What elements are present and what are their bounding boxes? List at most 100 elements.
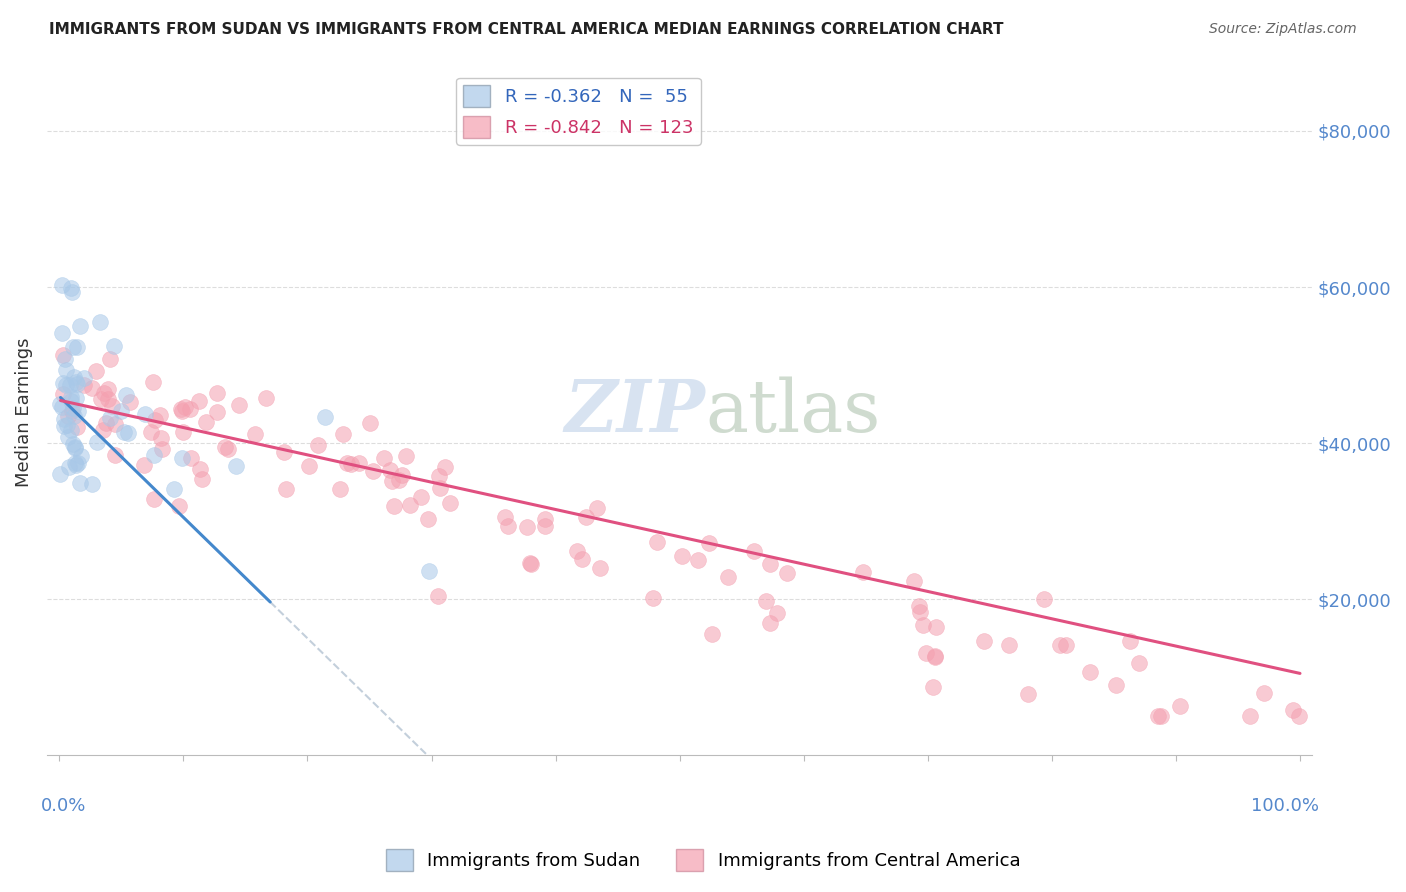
Point xyxy=(62,437,84,451)
Point xyxy=(1128,657,1150,671)
Point xyxy=(214,440,236,454)
Point xyxy=(429,482,451,496)
Point xyxy=(167,499,190,513)
Point xyxy=(65,375,87,389)
Point xyxy=(388,473,411,487)
Point xyxy=(96,416,118,430)
Point xyxy=(205,405,228,419)
Text: IMMIGRANTS FROM SUDAN VS IMMIGRANTS FROM CENTRAL AMERICA MEDIAN EARNINGS CORRELA: IMMIGRANTS FROM SUDAN VS IMMIGRANTS FROM… xyxy=(49,22,1004,37)
Point xyxy=(382,499,405,513)
Point xyxy=(66,376,89,391)
Point xyxy=(55,363,77,377)
Point xyxy=(97,392,120,407)
Point xyxy=(52,418,75,433)
Point xyxy=(149,432,172,446)
Point xyxy=(63,441,86,455)
Point xyxy=(66,419,89,434)
Point xyxy=(52,387,75,401)
Point xyxy=(1118,633,1140,648)
Point xyxy=(86,434,108,449)
Text: 0.0%: 0.0% xyxy=(41,797,86,814)
Text: atlas: atlas xyxy=(704,376,880,447)
Point xyxy=(973,633,995,648)
Point xyxy=(759,615,782,630)
Point xyxy=(686,552,709,566)
Point xyxy=(571,551,593,566)
Point xyxy=(191,471,214,485)
Point xyxy=(494,510,516,524)
Point xyxy=(98,411,121,425)
Point xyxy=(53,351,76,366)
Point xyxy=(69,318,91,333)
Point xyxy=(51,400,73,414)
Point xyxy=(254,391,277,405)
Point xyxy=(349,456,371,470)
Point xyxy=(60,423,83,437)
Point xyxy=(274,482,297,496)
Point xyxy=(170,401,193,416)
Point xyxy=(439,496,461,510)
Point xyxy=(766,606,789,620)
Point xyxy=(150,442,173,456)
Point xyxy=(172,404,194,418)
Point xyxy=(51,326,73,341)
Point xyxy=(228,398,250,412)
Point xyxy=(427,589,450,603)
Point xyxy=(717,570,740,584)
Point xyxy=(139,425,162,439)
Point xyxy=(1253,686,1275,700)
Point xyxy=(755,594,778,608)
Point xyxy=(103,339,125,353)
Point xyxy=(60,285,83,300)
Point xyxy=(101,400,124,414)
Point xyxy=(314,409,336,424)
Point xyxy=(49,397,72,411)
Point xyxy=(361,464,384,478)
Point xyxy=(903,574,925,589)
Point xyxy=(188,394,211,409)
Point xyxy=(433,460,456,475)
Point xyxy=(1017,687,1039,701)
Point xyxy=(134,407,156,421)
Point xyxy=(924,649,946,664)
Point xyxy=(759,557,782,571)
Point xyxy=(73,370,96,384)
Point xyxy=(1168,699,1191,714)
Point xyxy=(69,476,91,491)
Point xyxy=(519,557,541,571)
Point xyxy=(925,620,948,634)
Point xyxy=(63,409,86,423)
Point xyxy=(395,449,418,463)
Legend: Immigrants from Sudan, Immigrants from Central America: Immigrants from Sudan, Immigrants from C… xyxy=(378,842,1028,879)
Point xyxy=(66,340,89,354)
Point xyxy=(93,386,115,401)
Point xyxy=(298,458,321,473)
Point xyxy=(143,492,166,507)
Point xyxy=(915,646,938,660)
Point xyxy=(332,427,354,442)
Point xyxy=(516,519,538,533)
Point xyxy=(118,395,141,409)
Point xyxy=(142,375,165,389)
Point xyxy=(188,462,211,476)
Point xyxy=(173,401,195,415)
Point xyxy=(336,457,359,471)
Point xyxy=(51,277,73,292)
Point xyxy=(908,605,931,619)
Y-axis label: Median Earnings: Median Earnings xyxy=(15,337,32,487)
Point xyxy=(52,376,75,390)
Point xyxy=(205,385,228,400)
Point xyxy=(585,500,607,515)
Point xyxy=(58,378,80,392)
Point xyxy=(65,391,87,405)
Point xyxy=(700,626,723,640)
Text: ZIP: ZIP xyxy=(564,376,704,448)
Point xyxy=(179,402,201,417)
Point xyxy=(49,467,72,481)
Point xyxy=(534,512,557,526)
Point xyxy=(742,544,765,558)
Point xyxy=(180,451,202,466)
Point xyxy=(418,564,440,578)
Point xyxy=(58,459,80,474)
Point xyxy=(62,369,84,384)
